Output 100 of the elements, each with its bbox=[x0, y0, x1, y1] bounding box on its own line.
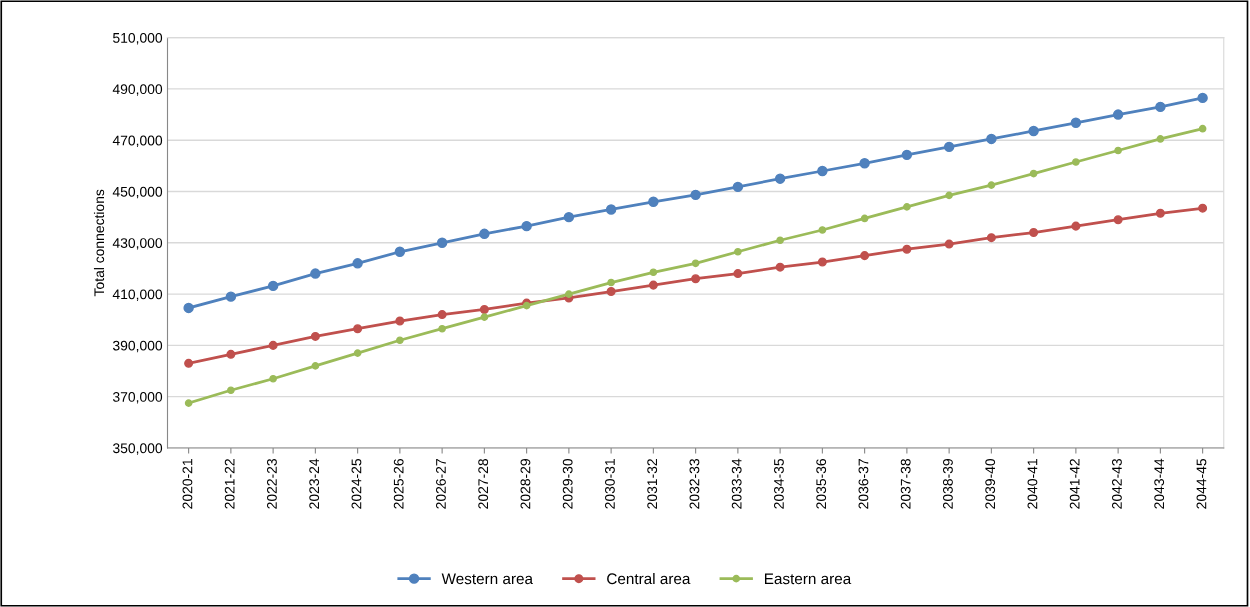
point bbox=[1072, 158, 1080, 166]
x-tick-label: 2039-40 bbox=[985, 458, 996, 509]
y-axis-title: Total connections bbox=[93, 189, 105, 297]
point bbox=[1198, 203, 1208, 213]
point bbox=[565, 290, 573, 298]
point bbox=[438, 324, 446, 333]
x-tick-label: 2020-21 bbox=[182, 459, 193, 509]
point bbox=[860, 214, 869, 223]
point bbox=[353, 324, 363, 334]
point bbox=[945, 191, 953, 200]
point bbox=[817, 165, 828, 177]
x-tick-label: 2031-32 bbox=[647, 459, 658, 509]
point bbox=[479, 228, 490, 240]
point bbox=[901, 149, 913, 161]
x-tick-label: 2025-26 bbox=[393, 458, 404, 509]
point bbox=[352, 258, 363, 269]
point bbox=[1071, 221, 1081, 231]
y-tick-label: 470,000 bbox=[112, 135, 163, 148]
point bbox=[1113, 215, 1123, 225]
point bbox=[774, 173, 786, 184]
point bbox=[606, 287, 616, 297]
y-tick-label: 390,000 bbox=[112, 340, 163, 353]
x-tick-label: 2042-43 bbox=[1112, 458, 1122, 509]
point bbox=[311, 362, 320, 370]
point bbox=[436, 237, 448, 249]
point bbox=[521, 220, 532, 232]
y-tick-label: 490,000 bbox=[112, 84, 163, 96]
x-tick-label: 2029-30 bbox=[562, 458, 573, 509]
point bbox=[269, 374, 277, 383]
point bbox=[944, 239, 954, 249]
point bbox=[437, 310, 447, 320]
point bbox=[776, 236, 784, 245]
x-tick-label: 2026-27 bbox=[436, 459, 446, 509]
point bbox=[183, 302, 194, 314]
x-tick-label: 2038-39 bbox=[943, 459, 953, 509]
x-tick-label: 2023-24 bbox=[309, 458, 320, 509]
point bbox=[395, 316, 405, 326]
point bbox=[903, 203, 911, 211]
x-tick-label: 2024-25 bbox=[351, 458, 362, 509]
point bbox=[986, 233, 996, 243]
x-tick-label: 2021-22 bbox=[224, 459, 235, 509]
point bbox=[227, 386, 235, 395]
point bbox=[1155, 208, 1165, 218]
point bbox=[860, 251, 870, 261]
point bbox=[943, 141, 955, 153]
point bbox=[987, 181, 996, 189]
point bbox=[1114, 146, 1122, 155]
y-tick-label: 510,000 bbox=[112, 32, 163, 45]
point bbox=[733, 269, 743, 279]
point bbox=[310, 268, 321, 279]
point bbox=[691, 274, 701, 284]
y-tick-label: 450,000 bbox=[112, 186, 163, 199]
point bbox=[607, 278, 615, 287]
x-tick-label: 2030-31 bbox=[605, 459, 615, 509]
x-tick-label: 2040-41 bbox=[1027, 459, 1038, 509]
x-tick-label: 2033-34 bbox=[731, 458, 742, 509]
point bbox=[690, 189, 701, 201]
point bbox=[1197, 92, 1208, 104]
point bbox=[1156, 135, 1165, 143]
point bbox=[818, 226, 827, 234]
x-tick-label: 2028-29 bbox=[520, 459, 531, 509]
point bbox=[268, 340, 278, 350]
point bbox=[310, 331, 320, 341]
point bbox=[775, 262, 785, 272]
point bbox=[479, 304, 489, 314]
x-tick-label: 2022-23 bbox=[267, 458, 277, 509]
point bbox=[649, 268, 658, 277]
point bbox=[734, 247, 742, 256]
x-tick-label: 2035-36 bbox=[816, 458, 827, 509]
point bbox=[1029, 228, 1039, 238]
point bbox=[1070, 117, 1082, 128]
point bbox=[1028, 125, 1039, 137]
point bbox=[480, 313, 489, 321]
point bbox=[396, 336, 404, 345]
point bbox=[732, 181, 744, 193]
point bbox=[1198, 124, 1207, 133]
legend-label: Western area bbox=[441, 573, 534, 585]
point bbox=[394, 246, 406, 257]
x-tick-label: 2027-28 bbox=[478, 458, 489, 509]
point bbox=[648, 196, 659, 207]
y-tick-label: 430,000 bbox=[112, 238, 163, 250]
point bbox=[225, 291, 237, 302]
point bbox=[563, 211, 575, 223]
point bbox=[226, 349, 236, 359]
legend-label: Eastern area bbox=[764, 573, 852, 585]
point bbox=[1155, 101, 1166, 113]
point bbox=[1029, 169, 1038, 178]
point bbox=[986, 133, 997, 145]
x-tick-label: 2037-38 bbox=[900, 458, 911, 509]
point bbox=[902, 244, 912, 254]
x-tick-label: 2036-37 bbox=[858, 459, 869, 509]
x-tick-label: 2041-42 bbox=[1069, 459, 1080, 509]
point bbox=[605, 204, 617, 215]
x-tick-label: 2032-33 bbox=[689, 458, 700, 509]
point bbox=[267, 280, 279, 292]
legend-label: Central area bbox=[607, 572, 691, 585]
point bbox=[184, 399, 193, 407]
x-tick-label: 2044-45 bbox=[1196, 458, 1207, 509]
y-tick-label: 410,000 bbox=[112, 289, 163, 301]
y-tick-label: 350,000 bbox=[112, 443, 163, 455]
